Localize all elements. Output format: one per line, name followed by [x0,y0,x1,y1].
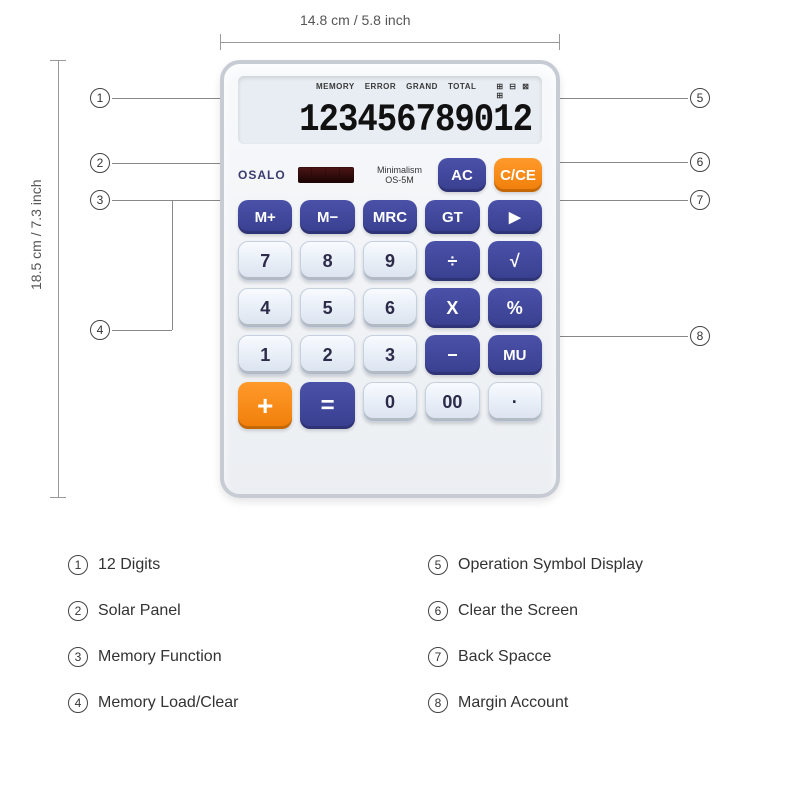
ac-button[interactable]: AC [438,158,486,192]
operation-symbol-icons: ⊞ ⊟ ⊠ ⊞ [496,82,534,100]
height-dimension-label: 18.5 cm / 7.3 inch [28,179,44,290]
key-4[interactable]: 4 [238,288,292,328]
sqrt-button[interactable]: √ [488,241,542,281]
key-00[interactable]: 00 [425,382,479,422]
key-5[interactable]: 5 [300,288,354,328]
product-infographic: 14.8 cm / 5.8 inch 18.5 cm / 7.3 inch 1 … [0,0,800,800]
callout-marker-5: 5 [690,88,710,108]
callout-marker-8: 8 [690,326,710,346]
legend-text-7: Back Spacce [458,648,551,666]
key-8[interactable]: 8 [300,241,354,281]
callout-marker-6: 6 [690,152,710,172]
legend-item-6: 6Clear the Screen [428,601,748,621]
mplus-button[interactable]: M+ [238,200,292,234]
key-6[interactable]: 6 [363,288,417,328]
legend-item-1: 112 Digits [68,555,388,575]
key-2[interactable]: 2 [300,335,354,375]
width-dimension-label: 14.8 cm / 5.8 inch [300,12,411,28]
legend-text-2: Solar Panel [98,602,181,620]
brand-label: OSALO [238,168,286,182]
legend-item-3: 3Memory Function [68,647,388,667]
percent-button[interactable]: % [488,288,542,328]
key-7[interactable]: 7 [238,241,292,281]
mrc-button[interactable]: MRC [363,200,417,234]
key-3[interactable]: 3 [363,335,417,375]
callout-marker-4: 4 [90,320,110,340]
model-line1: Minimalism [377,165,422,175]
legend-text-4: Memory Load/Clear [98,694,239,712]
callout-marker-2: 2 [90,153,110,173]
key-0[interactable]: 0 [363,382,417,422]
equals-button[interactable]: = [300,382,354,429]
legend-text-1: 12 Digits [98,556,160,574]
mu-button[interactable]: MU [488,335,542,375]
legend-item-7: 7Back Spacce [428,647,748,667]
divide-button[interactable]: ÷ [425,241,479,281]
indicator-total: TOTAL [448,82,476,100]
multiply-button[interactable]: X [425,288,479,328]
callout-marker-1: 1 [90,88,110,108]
key-1[interactable]: 1 [238,335,292,375]
legend-text-8: Margin Account [458,694,568,712]
indicator-row: MEMORY ERROR GRAND TOTAL ⊞ ⊟ ⊠ ⊞ [246,82,534,100]
brand-row: OSALO Minimalism OS-5M AC C/CE [238,158,542,192]
model-line2: OS-5M [377,175,422,185]
gt-button[interactable]: GT [425,200,479,234]
callout-marker-7: 7 [690,190,710,210]
legend-text-6: Clear the Screen [458,602,578,620]
indicator-grand: GRAND [406,82,438,100]
cce-button[interactable]: C/CE [494,158,542,192]
minus-button[interactable]: − [425,335,479,375]
legend-item-4: 4Memory Load/Clear [68,693,388,713]
key-9[interactable]: 9 [363,241,417,281]
key-dot[interactable]: · [488,382,542,422]
replay-button[interactable]: ▶ [488,200,542,234]
legend-text-5: Operation Symbol Display [458,556,643,574]
solar-panel [298,167,354,183]
plus-button[interactable]: + [238,382,292,429]
indicator-memory: MEMORY [316,82,355,100]
indicator-error: ERROR [365,82,396,100]
legend: 112 Digits 5Operation Symbol Display 2So… [68,555,748,713]
callout-marker-3: 3 [90,190,110,210]
lcd-screen: MEMORY ERROR GRAND TOTAL ⊞ ⊟ ⊠ ⊞ 1234567… [238,76,542,144]
legend-item-2: 2Solar Panel [68,601,388,621]
legend-item-5: 5Operation Symbol Display [428,555,748,575]
calculator-body: MEMORY ERROR GRAND TOTAL ⊞ ⊟ ⊠ ⊞ 1234567… [220,60,560,498]
legend-text-3: Memory Function [98,648,222,666]
mminus-button[interactable]: M− [300,200,354,234]
legend-item-8: 8Margin Account [428,693,748,713]
display-digits: 123456789012 [246,99,534,143]
